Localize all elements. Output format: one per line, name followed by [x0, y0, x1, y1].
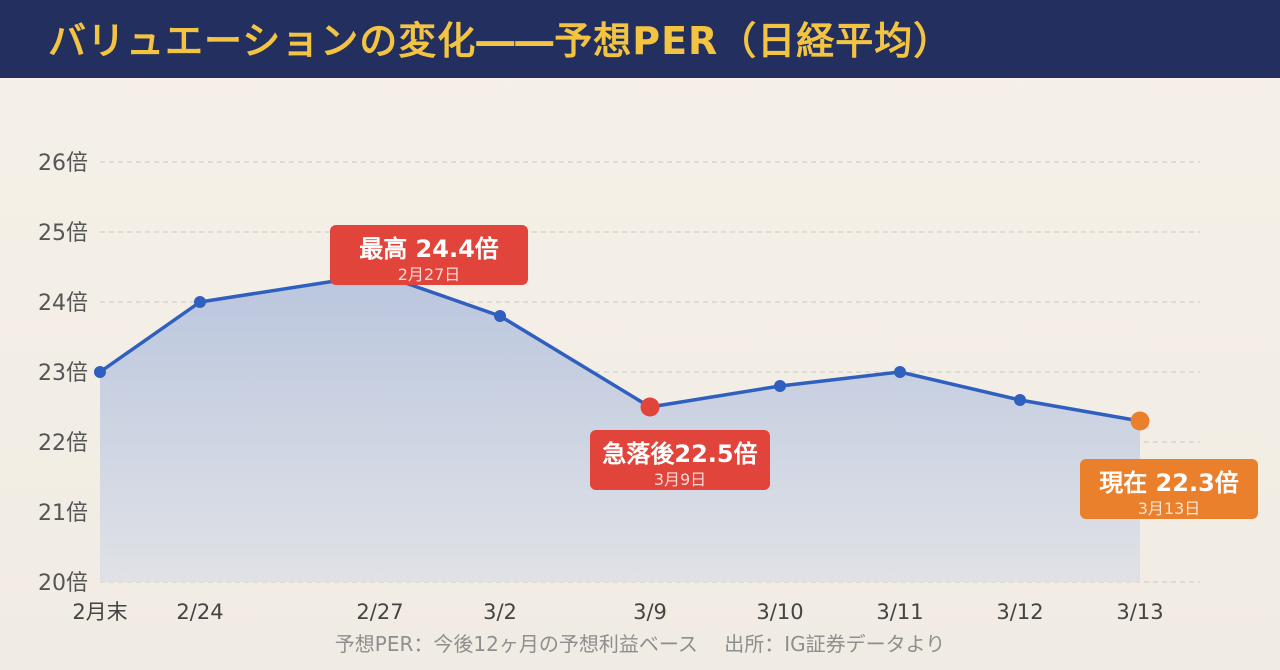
data-point [1130, 411, 1150, 431]
callout-value: 急落後22.5倍 [602, 440, 757, 468]
chart-title: バリュエーションの変化――予想PER（日経平均） [48, 19, 953, 63]
data-point [894, 366, 906, 378]
data-point [94, 366, 106, 378]
y-tick-label: 26倍 [38, 151, 88, 176]
callout-box: 急落後22.5倍 3月9日 [590, 430, 770, 490]
x-tick-label: 3/11 [876, 600, 923, 624]
y-tick-label: 21倍 [38, 501, 88, 526]
data-point [640, 397, 660, 417]
x-tick-label: 3/9 [633, 600, 667, 624]
y-tick-label: 23倍 [38, 361, 88, 386]
y-tick-label: 25倍 [38, 221, 88, 246]
data-point [1014, 394, 1026, 406]
callout-date: 3月13日 [1138, 499, 1201, 518]
data-point [194, 296, 206, 308]
data-points [94, 268, 1150, 431]
x-tick-label: 3/10 [756, 600, 803, 624]
area-fill [100, 274, 1140, 582]
x-axis-ticks: 2月末 2/24 2/27 3/2 3/9 3/10 3/11 3/12 3/13 [72, 600, 1163, 624]
header-bar: バリュエーションの変化――予想PER（日経平均） [0, 0, 1280, 78]
x-tick-label: 3/12 [996, 600, 1043, 624]
callout-date: 3月9日 [654, 470, 706, 489]
x-tick-label: 2/24 [176, 600, 223, 624]
x-tick-label: 2/27 [356, 600, 403, 624]
y-tick-label: 24倍 [38, 291, 88, 316]
callout-box: 最高 24.4倍 2月27日 [330, 225, 528, 285]
data-point [494, 310, 506, 322]
callout-background [590, 430, 770, 490]
callout-value: 現在 22.3倍 [1099, 469, 1239, 497]
x-tick-label: 2月末 [72, 600, 127, 624]
callout-background [1080, 459, 1258, 519]
y-tick-label: 20倍 [38, 571, 88, 596]
y-axis-ticks: 20倍 21倍 22倍 23倍 24倍 25倍 26倍 [38, 151, 88, 596]
data-point [774, 380, 786, 392]
x-tick-label: 3/2 [483, 600, 517, 624]
area-shape [100, 274, 1140, 582]
callout-box: 現在 22.3倍 3月13日 [1080, 459, 1258, 519]
callout-date: 2月27日 [398, 265, 461, 284]
callout-background [330, 225, 528, 285]
source-note: 予想PER：今後12ヶ月の予想利益ベース 出所：IG証券データより [334, 632, 946, 656]
x-tick-label: 3/13 [1116, 600, 1163, 624]
y-tick-label: 22倍 [38, 431, 88, 456]
callout-value: 最高 24.4倍 [359, 235, 499, 263]
